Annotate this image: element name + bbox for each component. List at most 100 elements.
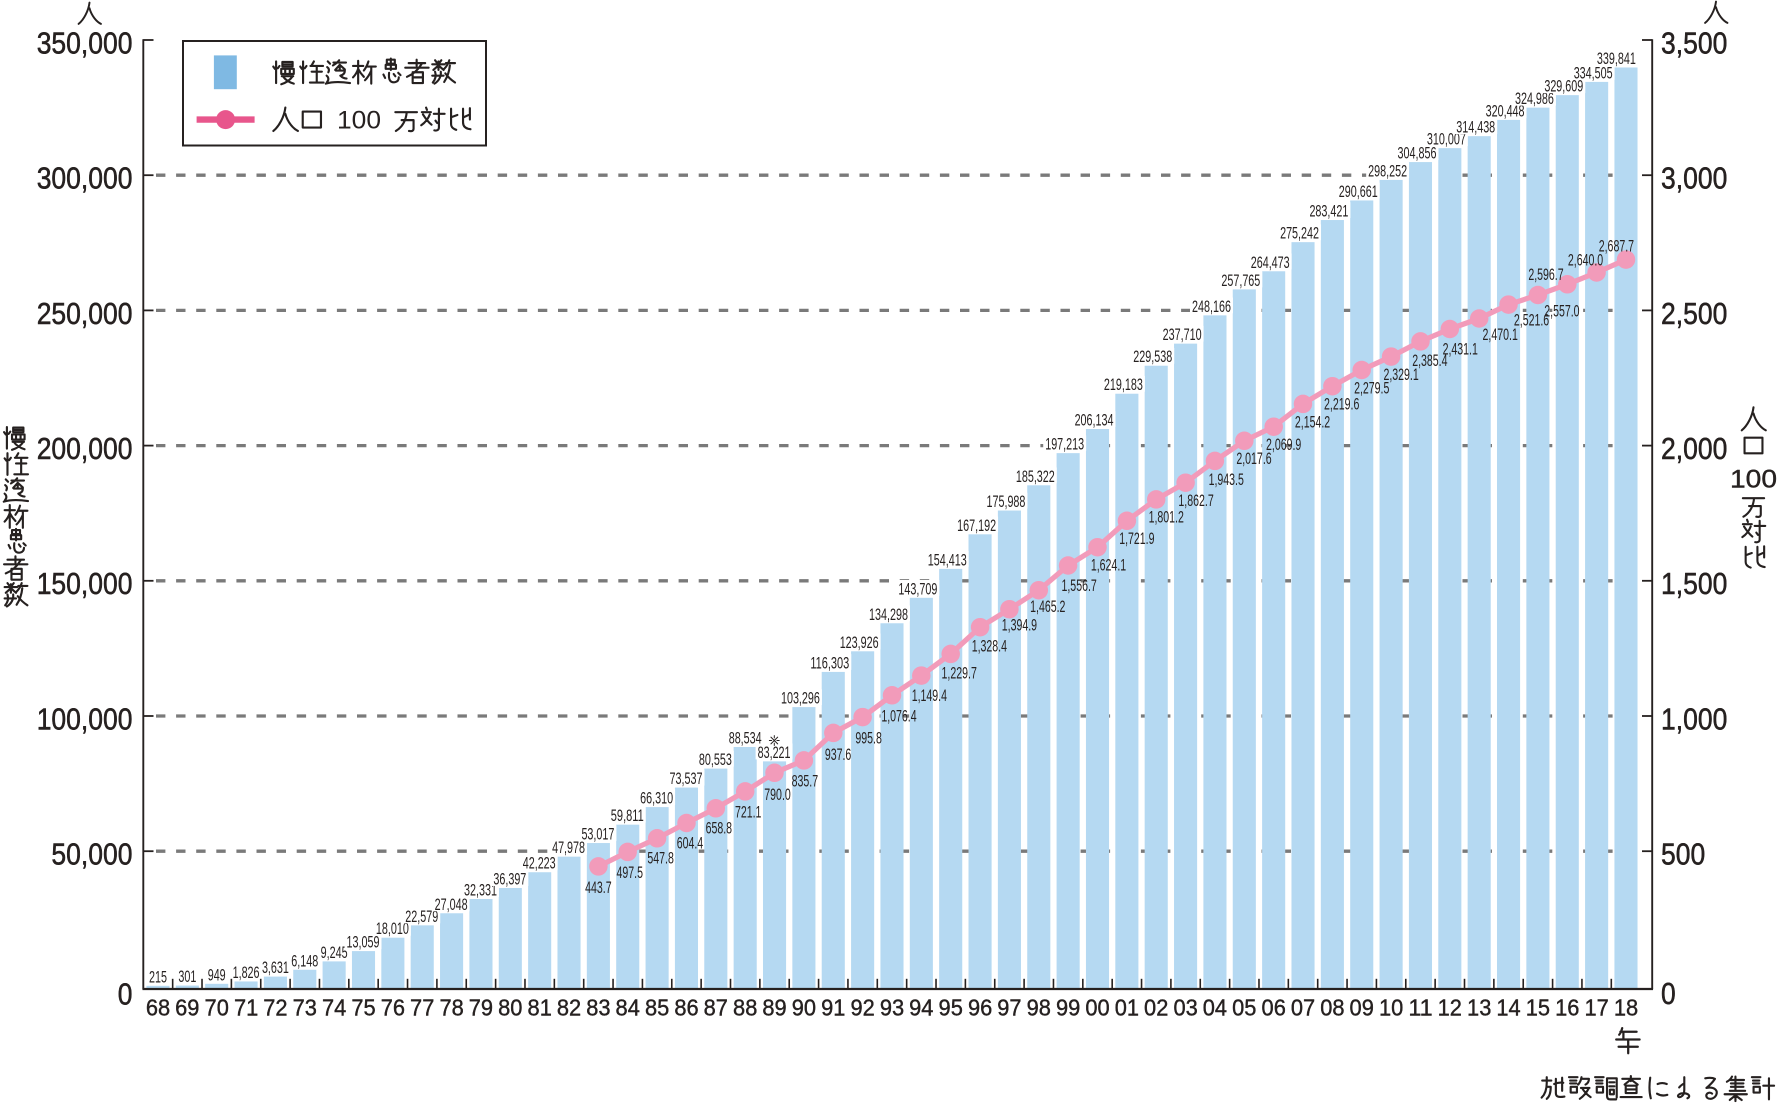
svg-text:88: 88: [733, 994, 757, 1020]
svg-text:06: 06: [1262, 994, 1286, 1020]
svg-text:10: 10: [1379, 994, 1403, 1020]
svg-text:47,978: 47,978: [552, 838, 585, 857]
svg-text:1,500: 1,500: [1661, 566, 1727, 601]
svg-text:53,017: 53,017: [581, 825, 614, 844]
svg-text:310,007: 310,007: [1427, 130, 1466, 149]
svg-text:59,811: 59,811: [611, 806, 644, 825]
svg-text:1,000: 1,000: [1661, 701, 1727, 736]
svg-text:18: 18: [1614, 994, 1638, 1020]
svg-text:1,826: 1,826: [233, 963, 260, 982]
svg-text:2,329.1: 2,329.1: [1383, 366, 1418, 384]
svg-text:66,310: 66,310: [640, 789, 673, 808]
svg-text:175,988: 175,988: [986, 492, 1025, 511]
svg-text:604.4: 604.4: [677, 834, 703, 852]
svg-text:96: 96: [968, 994, 992, 1020]
svg-text:92: 92: [850, 994, 874, 1020]
svg-text:0: 0: [1661, 976, 1676, 1011]
svg-text:2,017.6: 2,017.6: [1236, 450, 1271, 468]
svg-text:3,631: 3,631: [262, 958, 289, 977]
svg-text:185,322: 185,322: [1016, 467, 1055, 486]
svg-text:497.5: 497.5: [617, 864, 643, 882]
svg-text:215: 215: [149, 967, 167, 986]
svg-text:2,640.0: 2,640.0: [1568, 251, 1603, 269]
svg-text:95: 95: [939, 994, 963, 1020]
svg-text:79: 79: [469, 994, 493, 1020]
svg-text:08: 08: [1320, 994, 1344, 1020]
svg-text:1,328.4: 1,328.4: [972, 638, 1007, 656]
svg-text:116,303: 116,303: [810, 653, 849, 672]
svg-text:334,505: 334,505: [1574, 63, 1613, 82]
svg-text:05: 05: [1232, 994, 1256, 1020]
svg-text:290,661: 290,661: [1339, 182, 1378, 201]
svg-text:304,856: 304,856: [1398, 144, 1437, 163]
svg-text:350,000: 350,000: [37, 25, 133, 60]
svg-text:89: 89: [762, 994, 786, 1020]
svg-text:721.1: 721.1: [735, 803, 761, 821]
svg-text:1,465.2: 1,465.2: [1030, 598, 1065, 616]
svg-text:03: 03: [1173, 994, 1197, 1020]
svg-text:329,609: 329,609: [1544, 77, 1583, 96]
svg-text:237,710: 237,710: [1163, 325, 1202, 344]
svg-text:100,000: 100,000: [37, 701, 133, 736]
svg-text:3,000: 3,000: [1661, 161, 1727, 196]
svg-text:6,148: 6,148: [291, 951, 318, 970]
svg-text:248,166: 248,166: [1192, 297, 1231, 316]
svg-text:36,397: 36,397: [493, 869, 526, 888]
svg-text:2,069.9: 2,069.9: [1266, 436, 1301, 454]
svg-text:91: 91: [821, 994, 845, 1020]
svg-text:2,154.2: 2,154.2: [1295, 413, 1330, 431]
svg-text:2,279.5: 2,279.5: [1354, 379, 1389, 397]
svg-text:1,801.2: 1,801.2: [1149, 509, 1184, 527]
svg-text:01: 01: [1115, 994, 1139, 1020]
svg-text:949: 949: [208, 965, 226, 984]
svg-text:75: 75: [351, 994, 375, 1020]
svg-text:150,000: 150,000: [37, 566, 133, 601]
svg-text:17: 17: [1584, 994, 1608, 1020]
svg-text:300,000: 300,000: [37, 161, 133, 196]
svg-text:2,431.1: 2,431.1: [1443, 340, 1478, 358]
svg-text:100: 100: [1730, 465, 1777, 493]
svg-text:83: 83: [586, 994, 610, 1020]
svg-text:443.7: 443.7: [585, 879, 611, 897]
svg-text:324,986: 324,986: [1515, 89, 1554, 108]
svg-text:200,000: 200,000: [37, 431, 133, 466]
svg-text:2,385.4: 2,385.4: [1412, 352, 1447, 370]
svg-text:80: 80: [498, 994, 522, 1020]
svg-text:16: 16: [1555, 994, 1579, 1020]
svg-text:937.6: 937.6: [825, 746, 851, 764]
svg-text:167,192: 167,192: [957, 516, 996, 535]
svg-text:134,298: 134,298: [869, 605, 908, 624]
svg-text:1,943.5: 1,943.5: [1209, 471, 1244, 489]
svg-text:500: 500: [1661, 837, 1705, 872]
svg-text:197,213: 197,213: [1045, 435, 1084, 454]
svg-text:84: 84: [616, 994, 640, 1020]
svg-text:100: 100: [337, 107, 381, 135]
svg-text:04: 04: [1203, 994, 1227, 1020]
svg-text:71: 71: [234, 994, 258, 1020]
svg-text:123,926: 123,926: [840, 633, 879, 652]
svg-text:229,538: 229,538: [1133, 347, 1172, 366]
svg-text:103,296: 103,296: [781, 689, 820, 708]
svg-text:74: 74: [322, 994, 346, 1020]
svg-text:13,059: 13,059: [347, 933, 380, 952]
svg-text:99: 99: [1056, 994, 1080, 1020]
svg-text:790.0: 790.0: [764, 786, 790, 804]
svg-text:1,556.7: 1,556.7: [1061, 577, 1096, 595]
svg-text:339,841: 339,841: [1597, 49, 1636, 68]
svg-text:14: 14: [1496, 994, 1520, 1020]
svg-text:22,579: 22,579: [405, 907, 438, 926]
svg-text:69: 69: [175, 994, 199, 1020]
svg-text:88,534: 88,534: [729, 729, 762, 748]
svg-text:00: 00: [1085, 994, 1109, 1020]
svg-text:320,448: 320,448: [1486, 101, 1525, 120]
svg-text:11: 11: [1408, 994, 1432, 1020]
svg-text:1,149.4: 1,149.4: [912, 687, 947, 705]
svg-text:250,000: 250,000: [37, 296, 133, 331]
svg-text:206,134: 206,134: [1075, 411, 1114, 430]
svg-text:70: 70: [205, 994, 229, 1020]
svg-text:275,242: 275,242: [1280, 224, 1319, 243]
svg-text:257,765: 257,765: [1221, 271, 1260, 290]
svg-text:0: 0: [118, 977, 133, 1012]
svg-text:94: 94: [909, 994, 933, 1020]
svg-text:07: 07: [1291, 994, 1315, 1020]
